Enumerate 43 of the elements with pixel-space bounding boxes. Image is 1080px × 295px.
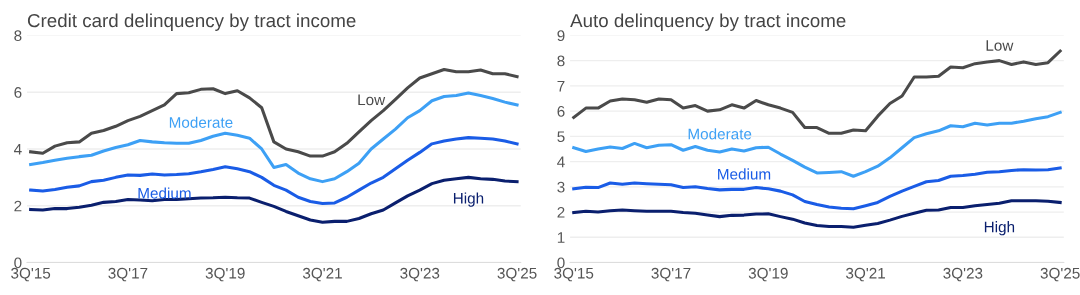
series-label: High bbox=[453, 192, 484, 207]
y-tick-label: 7 bbox=[557, 80, 565, 92]
x-tick-label: 3Q'25 bbox=[1040, 267, 1080, 282]
x-tick-label: 3Q'17 bbox=[651, 267, 691, 282]
series-label: Low bbox=[358, 94, 386, 106]
line-series bbox=[572, 110, 1062, 178]
y-tick-label: 8 bbox=[557, 55, 565, 67]
x-tick-label: 3Q'23 bbox=[400, 267, 440, 282]
x-tick-label: 3Q'21 bbox=[846, 267, 885, 282]
line-series bbox=[29, 136, 519, 206]
series-label: Medium bbox=[718, 168, 771, 180]
x-tick-label: 3Q'25 bbox=[497, 267, 537, 282]
y-tick-label: 4 bbox=[557, 156, 565, 168]
x-tick-label: 3Q'15 bbox=[554, 267, 594, 282]
x-tick-label: 3Q'21 bbox=[302, 267, 342, 282]
y-tick-label: 0 bbox=[557, 257, 565, 269]
chart-title: Auto delinquency by tract income bbox=[570, 13, 846, 31]
x-tick-label: 3Q'23 bbox=[943, 267, 983, 282]
x-tick-label: 3Q'19 bbox=[205, 267, 245, 282]
y-tick-label: 3 bbox=[557, 181, 565, 193]
y-tick-label: 8 bbox=[14, 30, 22, 42]
chart-title: Credit card delinquency by tract income bbox=[27, 13, 356, 31]
y-tick-label: 6 bbox=[14, 87, 22, 98]
y-tick-label: 6 bbox=[557, 105, 565, 117]
y-tick-label: 9 bbox=[557, 30, 565, 42]
line-series bbox=[572, 166, 1062, 211]
x-tick-label: 3Q'15 bbox=[11, 267, 51, 282]
line-series bbox=[29, 67, 519, 158]
series-label: High bbox=[984, 221, 1015, 236]
series-label: Moderate bbox=[169, 116, 233, 128]
y-tick-label: 2 bbox=[14, 200, 22, 212]
x-tick-label: 3Q'17 bbox=[108, 267, 148, 282]
line-series bbox=[29, 175, 519, 224]
series-label: Low bbox=[986, 40, 1014, 51]
series-label: Medium bbox=[138, 187, 191, 199]
y-tick-label: 2 bbox=[557, 206, 565, 218]
y-tick-label: 5 bbox=[557, 131, 565, 143]
y-tick-label: 1 bbox=[557, 232, 565, 243]
line-series bbox=[29, 91, 519, 184]
series-label: Moderate bbox=[688, 128, 752, 140]
x-tick-label: 3Q'19 bbox=[748, 267, 788, 282]
y-tick-label: 4 bbox=[13, 144, 22, 155]
y-tick-label: 0 bbox=[14, 257, 22, 269]
